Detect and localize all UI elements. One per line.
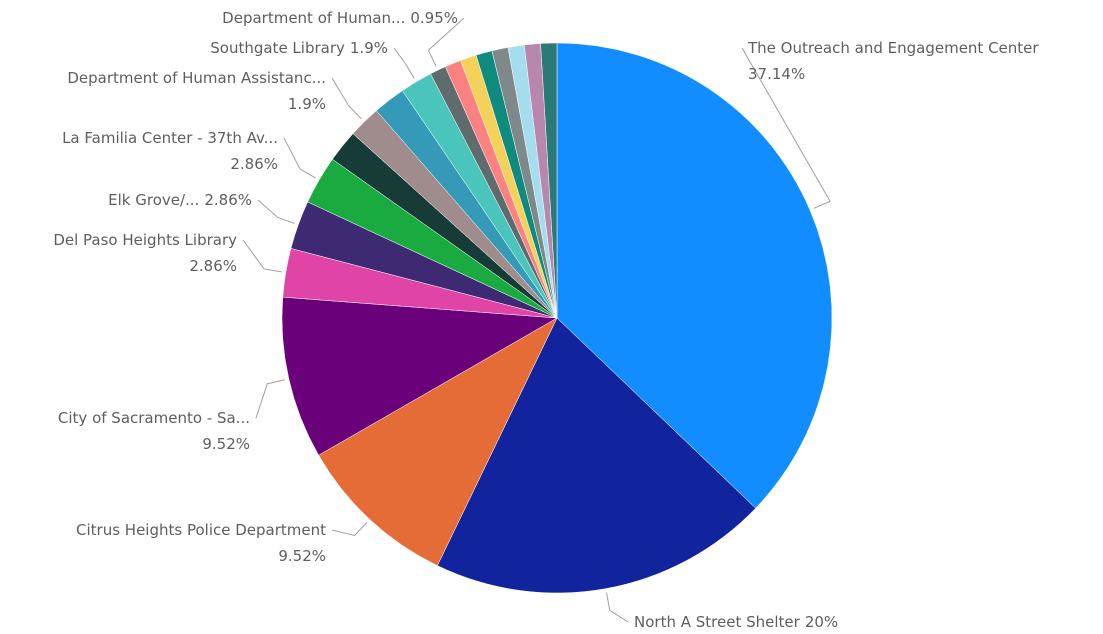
label-name: Southgate Library: [210, 39, 345, 57]
label-value: 1.9%: [288, 95, 326, 113]
data-label: Department of Human... 0.95%: [222, 9, 458, 27]
label-name: Department of Human...: [222, 9, 405, 27]
label-name: North A Street Shelter: [634, 613, 801, 631]
leader-line: [257, 199, 295, 224]
leader-line: [331, 521, 368, 537]
pie-slice: [318, 317, 558, 566]
leader-line: [427, 17, 465, 67]
leader-line: [255, 379, 286, 419]
label-name: Elk Grove/...: [108, 191, 199, 209]
label-value: 37.14%: [748, 65, 805, 83]
label-value: 2.86%: [189, 257, 237, 275]
leader-line: [331, 77, 362, 120]
leader-line: [741, 47, 831, 209]
label-name: La Familia Center - 37th Av...: [62, 129, 278, 147]
label-value: 2.86%: [230, 155, 278, 173]
label-value: 1.9%: [350, 39, 388, 57]
data-label: Citrus Heights Police Department 9.52%: [76, 521, 326, 565]
leader-line: [283, 137, 316, 179]
data-label: Del Paso Heights Library 2.86%: [53, 231, 237, 275]
label-value: 0.95%: [410, 9, 458, 27]
data-label: The Outreach and Engagement Center 37.14%: [747, 39, 1039, 83]
label-name: The Outreach and Engagement Center: [747, 39, 1039, 57]
leader-line: [606, 592, 629, 623]
data-label: Southgate Library 1.9%: [210, 39, 388, 57]
label-name: City of Sacramento - Sa...: [58, 409, 250, 427]
pie-slice: [281, 296, 558, 456]
label-value: 9.52%: [202, 435, 250, 453]
label-name: Del Paso Heights Library: [53, 231, 237, 249]
label-value: 2.86%: [204, 191, 252, 209]
data-label: City of Sacramento - Sa... 9.52%: [58, 409, 250, 453]
pie-slice: [540, 42, 558, 319]
label-name: Department of Human Assistanc...: [67, 69, 326, 87]
data-label: Department of Human Assistanc... 1.9%: [67, 69, 326, 113]
data-label: La Familia Center - 37th Av... 2.86%: [62, 129, 278, 173]
label-value: 20%: [805, 613, 838, 631]
pie-slice: [437, 317, 756, 594]
leader-line: [242, 239, 282, 273]
leader-line: [393, 47, 415, 79]
data-label: North A Street Shelter 20%: [634, 613, 838, 631]
label-value: 9.52%: [278, 547, 326, 565]
data-label: Elk Grove/... 2.86%: [108, 191, 252, 209]
label-name: Citrus Heights Police Department: [76, 521, 326, 539]
pie-slice: [556, 42, 833, 509]
